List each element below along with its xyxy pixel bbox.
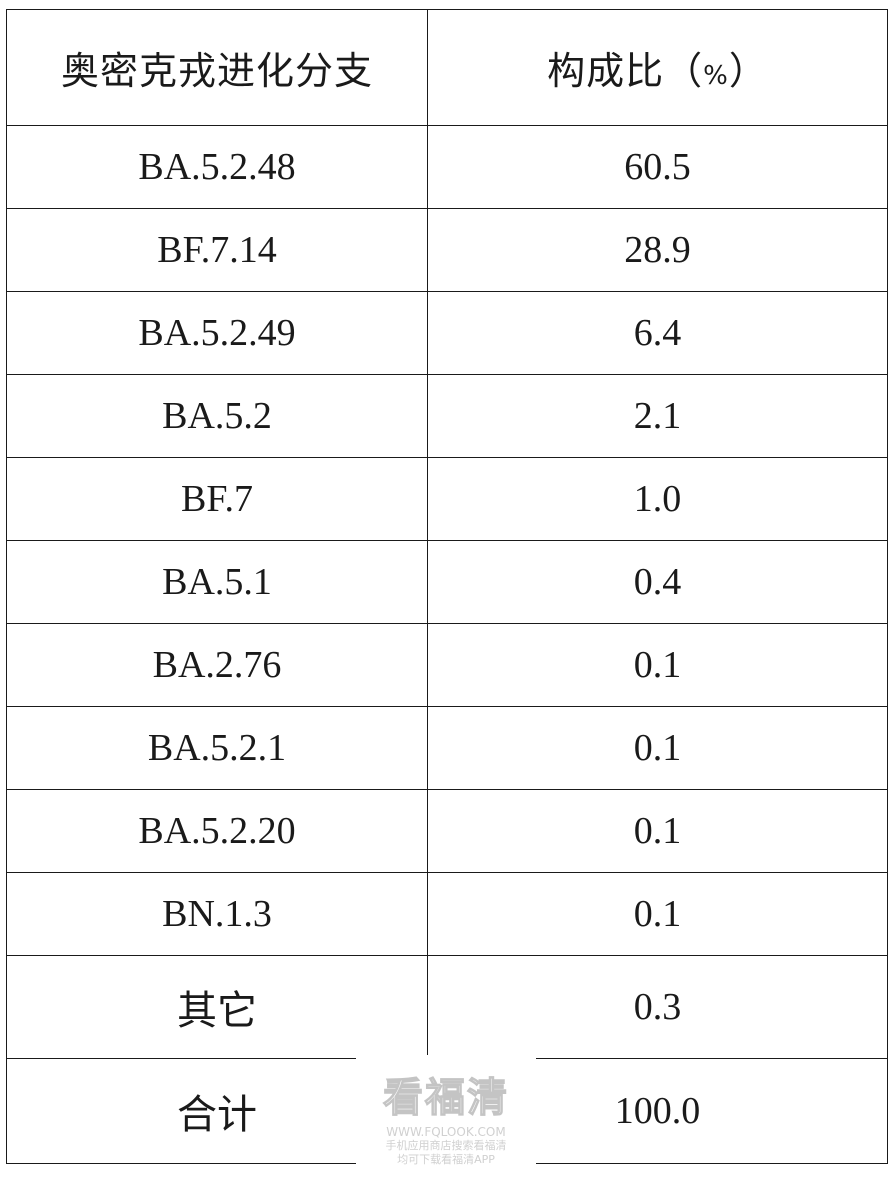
header-ratio-label: 构成比 [547,49,665,93]
branch-cell: BA.5.1 [6,540,428,624]
branch-cell: BF.7.14 [6,208,428,292]
table-row: BA.5.1 0.4 [6,540,888,624]
branch-cell: BA.5.2.48 [6,125,428,209]
header-ratio: 构成比（%） [427,9,888,126]
ratio-cell: 0.1 [427,706,888,790]
omicron-variant-table: 奥密克戎进化分支 构成比（%） BA.5.2.48 60.5 BF.7.14 2… [6,9,888,1164]
table-row: BA.2.76 0.1 [6,623,888,707]
ratio-cell: 0.1 [427,789,888,873]
branch-cell: BA.5.2.1 [6,706,428,790]
ratio-cell: 28.9 [427,208,888,292]
table-row: BA.5.2.49 6.4 [6,291,888,375]
ratio-cell: 0.1 [427,623,888,707]
header-branch: 奥密克戎进化分支 [6,9,428,126]
table-row: BA.5.2.20 0.1 [6,789,888,873]
other-branch-cell: 其它 [6,955,428,1059]
branch-cell: BA.5.2.49 [6,291,428,375]
variant-table-container: 奥密克戎进化分支 构成比（%） BA.5.2.48 60.5 BF.7.14 2… [6,9,888,1164]
branch-cell: BA.2.76 [6,623,428,707]
branch-cell: BA.5.2.20 [6,789,428,873]
table-row: BF.7.14 28.9 [6,208,888,292]
ratio-cell: 6.4 [427,291,888,375]
branch-cell: BF.7 [6,457,428,541]
ratio-cell: 0.4 [427,540,888,624]
header-ratio-paren-close: ） [728,49,768,93]
table-row: BA.5.2.1 0.1 [6,706,888,790]
watermark-logo: 看福清 [382,1074,509,1121]
ratio-cell: 60.5 [427,125,888,209]
table-row: BA.5.2 2.1 [6,374,888,458]
ratio-cell: 0.1 [427,872,888,956]
watermark: 看福清 WWW.FQLOOK.COM 手机应用商店搜索看福清 均可下载看福清AP… [356,1055,536,1180]
watermark-line-1: 手机应用商店搜索看福清 [385,1139,507,1152]
other-row: 其它 0.3 [6,955,888,1059]
header-ratio-paren-open: （ [664,49,704,93]
table-row: BF.7 1.0 [6,457,888,541]
watermark-line-2: 均可下载看福清APP [397,1153,495,1166]
other-ratio-cell: 0.3 [427,955,888,1059]
table-row: BA.5.2.48 60.5 [6,125,888,209]
table-row: BN.1.3 0.1 [6,872,888,956]
ratio-cell: 1.0 [427,457,888,541]
branch-cell: BA.5.2 [6,374,428,458]
table-header-row: 奥密克戎进化分支 构成比（%） [6,9,888,126]
ratio-cell: 2.1 [427,374,888,458]
watermark-url: WWW.FQLOOK.COM [386,1125,506,1139]
header-ratio-unit: % [703,61,729,91]
branch-cell: BN.1.3 [6,872,428,956]
